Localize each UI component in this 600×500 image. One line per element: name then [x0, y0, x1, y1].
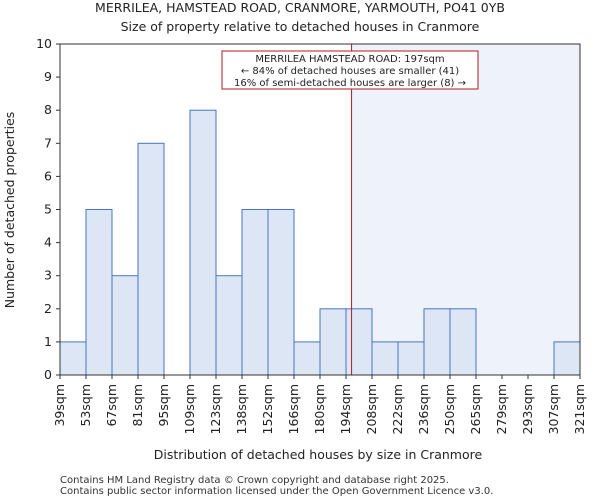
bar-138sqm	[241, 209, 269, 376]
y-tick-label: 9	[44, 69, 52, 84]
annotation-line-2: ← 84% of detached houses are smaller (41…	[241, 66, 459, 77]
y-tick-label: 3	[44, 268, 52, 283]
x-axis-label: Distribution of detached houses by size …	[154, 447, 483, 462]
chart-title: MERRILEA, HAMSTEAD ROAD, CRANMORE, YARMO…	[95, 0, 505, 15]
y-tick-label: 7	[44, 135, 52, 150]
bar-180sqm	[319, 308, 347, 376]
y-tick-label: 10	[36, 36, 52, 51]
bar-67sqm	[111, 275, 139, 376]
x-tick-label: 265sqm	[468, 384, 483, 434]
x-tick-label: 307sqm	[546, 384, 561, 434]
bar-109sqm	[189, 109, 217, 376]
annotation-box: MERRILEA HAMSTEAD ROAD: 197sqm ← 84% of …	[221, 50, 479, 90]
x-tick-label: 208sqm	[364, 384, 379, 434]
x-tick-label: 138sqm	[234, 384, 249, 434]
x-tick-label: 279sqm	[494, 384, 509, 434]
x-tick-label: 152sqm	[260, 384, 275, 434]
x-tick-label: 321sqm	[572, 384, 587, 434]
x-axis: 39sqm 53sqm 67sqm 81sqm 95sqm 109sqm 123sqm 138…	[52, 375, 587, 434]
bar-39sqm	[59, 341, 87, 376]
x-tick-label: 123sqm	[208, 384, 223, 434]
y-tick-label: 2	[44, 301, 52, 316]
bar-222sqm	[397, 341, 425, 376]
bars-group	[59, 109, 581, 376]
plot-frame	[59, 43, 581, 376]
x-tick-label: 95sqm	[156, 384, 171, 427]
annotation-line-3: 16% of semi-detached houses are larger (…	[234, 78, 466, 89]
bar-53sqm	[85, 209, 113, 376]
footer-line-2: Contains public sector information licen…	[60, 486, 493, 497]
x-tick-label: 109sqm	[182, 384, 197, 434]
y-tick-label: 5	[44, 202, 52, 217]
y-axis: 0 1 2 3 4 5 6 7 8 9 10	[36, 36, 60, 382]
bar-236sqm	[423, 308, 451, 376]
bar-250sqm	[449, 308, 477, 376]
bar-166sqm	[293, 341, 321, 376]
y-tick-label: 4	[44, 235, 52, 250]
x-tick-label: 39sqm	[52, 384, 67, 427]
x-tick-label: 53sqm	[78, 384, 93, 427]
bar-123sqm	[215, 275, 243, 376]
bar-194sqm	[345, 308, 373, 376]
x-tick-label: 180sqm	[312, 384, 327, 434]
x-tick-label: 166sqm	[286, 384, 301, 434]
bar-81sqm	[137, 142, 165, 376]
footer-line-1: Contains HM Land Registry data © Crown c…	[60, 475, 449, 486]
x-tick-label: 236sqm	[416, 384, 431, 434]
bar-208sqm	[371, 341, 399, 376]
y-tick-label: 0	[44, 367, 52, 382]
y-axis-label: Number of detached properties	[2, 112, 17, 309]
x-tick-label: 250sqm	[442, 384, 457, 434]
y-tick-label: 1	[44, 334, 52, 349]
chart-subtitle: Size of property relative to detached ho…	[121, 19, 480, 34]
bar-307sqm	[553, 341, 581, 376]
x-tick-label: 67sqm	[104, 384, 119, 427]
x-tick-label: 194sqm	[338, 384, 353, 434]
x-tick-label: 293sqm	[520, 384, 535, 434]
y-tick-label: 6	[44, 168, 52, 183]
y-tick-label: 8	[44, 102, 52, 117]
annotation-line-1: MERRILEA HAMSTEAD ROAD: 197sqm	[255, 54, 444, 65]
x-tick-label: 222sqm	[390, 384, 405, 434]
x-tick-label: 81sqm	[130, 384, 145, 427]
bar-152sqm	[267, 209, 295, 376]
